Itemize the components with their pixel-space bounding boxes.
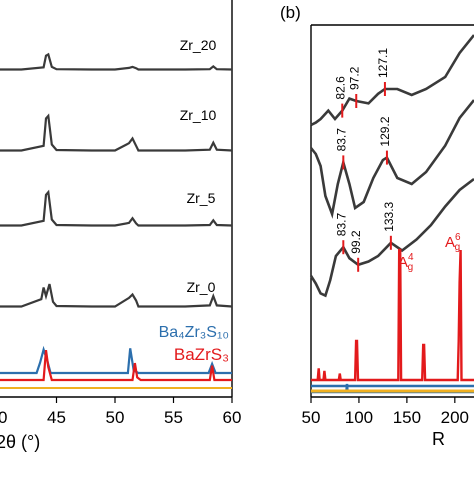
panel-b-label: (b): [280, 3, 301, 22]
panel-b-line-zr_20: [310, 34, 474, 127]
peak-label: 129.2: [378, 116, 392, 146]
panel-a-series: [0, 52, 233, 389]
label-zr5: Zr_5: [187, 190, 216, 206]
panel-a-line-zr_5: [0, 189, 233, 227]
panel-a-tick-label-60: 60: [223, 408, 242, 427]
panel-b-series: [309, 34, 474, 394]
peak-label: 127.1: [376, 48, 390, 78]
panel-a-line-zr_20: [0, 52, 233, 71]
panel-b-line-zr_5: [309, 99, 474, 219]
label-zr10: Zr_10: [180, 107, 217, 123]
label-ag6: A6 g: [445, 232, 461, 253]
panel-b-line-bazrs3: [311, 248, 474, 382]
panel-a-tick-label-40: 40: [0, 408, 7, 427]
peak-label: 97.2: [347, 66, 361, 90]
panel-b-tick-label-50: 50: [302, 408, 321, 427]
peak-label: 83.7: [334, 213, 348, 237]
peak-label: 99.2: [349, 230, 363, 254]
panel-a-tick-label-55: 55: [164, 408, 183, 427]
label-ag4: A4 g: [398, 252, 414, 273]
panel-a-ticks: 40 45 50 55 60: [0, 397, 241, 427]
panel-b-line-zr_0: [309, 177, 474, 298]
panel-b-tick-label-200: 200: [441, 408, 469, 427]
panel-b: (b) 50 100 150 200 82.6 97.2 127.1 83.7 129.2 83…: [280, 3, 474, 449]
panel-b-tick-label-100: 100: [345, 408, 373, 427]
panel-a-line-zr_10: [0, 113, 233, 152]
panel-a: 40 45 50 55 60 Zr_20 Zr_10 Zr_5 Zr_0 Ba₄Zr₃S…: [0, 0, 241, 452]
peak-label: 82.6: [333, 76, 347, 100]
panel-b-tick-label-150: 150: [393, 408, 421, 427]
legend-bazrs3: BaZrS₃: [174, 345, 229, 364]
panel-a-xlabel: 2θ (°): [0, 432, 40, 452]
peak-label: 83.7: [334, 128, 348, 152]
legend-ba4zr3s10: Ba₄Zr₃S₁₀: [159, 324, 229, 341]
peak-label: 133.3: [382, 201, 396, 231]
label-zr20: Zr_20: [180, 37, 217, 53]
panel-b-xlabel: R: [432, 429, 445, 449]
panel-a-line-bazrs3: [0, 349, 232, 382]
panel-a-line-ba4zr3s10: [0, 345, 232, 375]
panel-a-tick-label-45: 45: [47, 408, 66, 427]
panel-a-tick-label-50: 50: [106, 408, 125, 427]
label-zr0: Zr_0: [187, 279, 216, 295]
panel-b-ticks: 50 100 150 200: [302, 397, 469, 427]
panel-a-line-zr_0: [0, 283, 233, 308]
